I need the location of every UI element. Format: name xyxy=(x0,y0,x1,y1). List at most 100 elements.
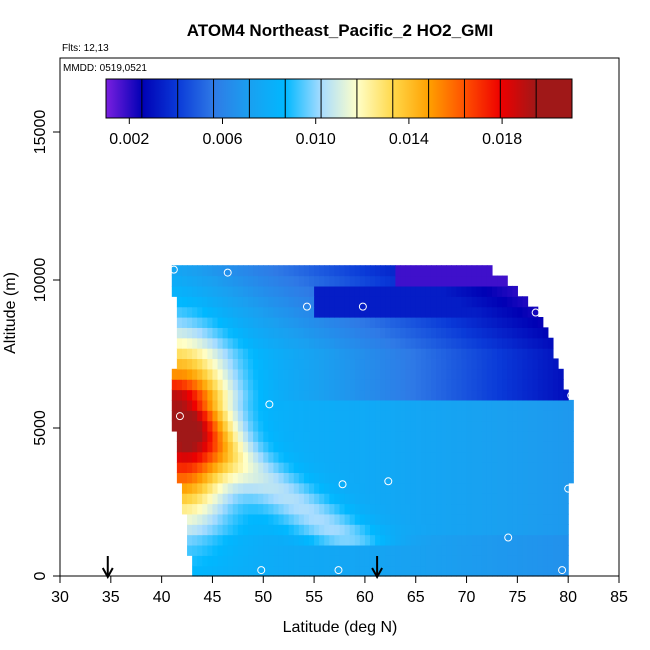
heatmap-cell xyxy=(253,306,259,318)
heatmap-cell xyxy=(359,379,366,391)
heatmap-cell xyxy=(425,482,432,494)
heatmap-cell xyxy=(430,493,437,505)
heatmap-cell xyxy=(258,441,264,453)
heatmap-cell xyxy=(212,493,219,505)
heatmap-cell xyxy=(552,524,559,536)
heatmap-cell xyxy=(558,399,564,411)
heatmap-cell xyxy=(197,451,203,463)
heatmap-cell xyxy=(344,265,351,277)
heatmap-cell xyxy=(512,306,518,318)
heatmap-cell xyxy=(344,317,351,328)
heatmap-cell xyxy=(187,472,193,484)
heatmap-cell xyxy=(446,513,452,525)
heatmap-cell xyxy=(187,327,193,339)
heatmap-cell xyxy=(537,337,544,349)
heatmap-cell xyxy=(476,513,483,525)
heatmap-cell xyxy=(303,317,310,328)
heatmap-cell xyxy=(461,555,468,567)
heatmap-cell xyxy=(461,493,468,505)
flight-point xyxy=(504,533,513,542)
heatmap-cell xyxy=(430,524,437,536)
heatmap-cell xyxy=(283,265,290,277)
heatmap-cell xyxy=(349,513,356,525)
heatmap-cell xyxy=(369,285,376,297)
heatmap-cell xyxy=(329,524,336,536)
heatmap-cell xyxy=(552,368,559,380)
heatmap-cell xyxy=(334,420,341,432)
heatmap-cell xyxy=(303,462,310,473)
x-tick-label: 85 xyxy=(610,589,628,606)
heatmap-cell xyxy=(222,482,229,494)
heatmap-cell xyxy=(187,358,193,370)
heatmap-cell xyxy=(522,544,529,556)
heatmap-cell xyxy=(380,337,386,349)
heatmap-cell xyxy=(192,296,198,308)
heatmap-cell xyxy=(344,420,351,432)
heatmap-cell xyxy=(339,379,346,391)
heatmap-cell xyxy=(380,451,386,463)
heatmap-cell xyxy=(263,534,269,546)
heatmap-cell xyxy=(471,482,478,494)
heatmap-cell xyxy=(354,430,361,442)
heatmap-cell xyxy=(237,493,244,505)
heatmap-cell xyxy=(339,296,346,308)
heatmap-cell xyxy=(197,555,203,567)
heatmap-cell xyxy=(532,358,539,370)
heatmap-cell xyxy=(309,358,315,370)
heatmap-cell xyxy=(253,379,259,391)
heatmap-cell xyxy=(181,296,188,308)
heatmap-cell xyxy=(385,410,391,422)
heatmap-cell xyxy=(248,544,254,556)
heatmap-cell xyxy=(512,285,518,297)
heatmap-cell xyxy=(446,524,452,536)
heatmap-cell xyxy=(324,379,330,391)
heatmap-cell xyxy=(324,389,330,401)
heatmap-cell xyxy=(293,524,300,536)
colorbar-segment xyxy=(392,79,430,118)
heatmap-cell xyxy=(456,265,463,277)
heatmap-cell xyxy=(461,441,468,453)
heatmap-cell xyxy=(334,275,341,287)
heatmap-cell xyxy=(349,555,356,567)
colorbar-tick-label: 0.002 xyxy=(109,131,149,148)
heatmap-cell xyxy=(192,337,198,349)
heatmap-cell xyxy=(359,524,366,536)
heatmap-cell xyxy=(298,441,305,453)
heatmap-cell xyxy=(558,472,564,484)
heatmap-cell xyxy=(171,379,178,391)
heatmap-cell xyxy=(364,368,371,380)
heatmap-cell xyxy=(222,565,229,577)
heatmap-cell xyxy=(232,534,239,546)
heatmap-cell xyxy=(415,285,422,297)
heatmap-cell xyxy=(329,462,336,473)
heatmap-cell xyxy=(507,524,513,536)
heatmap-cell xyxy=(430,285,437,297)
heatmap-cell xyxy=(293,534,300,546)
heatmap-cell xyxy=(232,441,239,453)
heatmap-cell xyxy=(232,410,239,422)
heatmap-cell xyxy=(314,555,320,567)
heatmap-cell xyxy=(197,296,203,308)
heatmap-cell xyxy=(542,451,549,463)
heatmap-cell xyxy=(410,368,417,380)
heatmap-cell xyxy=(425,565,432,577)
heatmap-cell xyxy=(542,327,549,339)
heatmap-cell xyxy=(253,337,259,349)
heatmap-cell xyxy=(522,368,529,380)
heatmap-cell xyxy=(288,493,295,505)
heatmap-cell xyxy=(425,306,432,318)
heatmap-cell xyxy=(395,296,402,308)
heatmap-cell xyxy=(237,462,244,473)
heatmap-cell xyxy=(527,513,534,525)
heatmap-cell xyxy=(354,327,361,339)
heatmap-cell xyxy=(471,420,478,432)
heatmap-cell xyxy=(227,513,234,525)
heatmap-cell xyxy=(486,389,493,401)
heatmap-cell xyxy=(507,462,513,473)
heatmap-cell xyxy=(425,472,432,484)
heatmap-cell xyxy=(446,327,452,339)
heatmap-cell xyxy=(441,296,447,308)
heatmap-cell xyxy=(527,462,534,473)
heatmap-cell xyxy=(425,285,432,297)
heatmap-cell xyxy=(278,513,285,525)
